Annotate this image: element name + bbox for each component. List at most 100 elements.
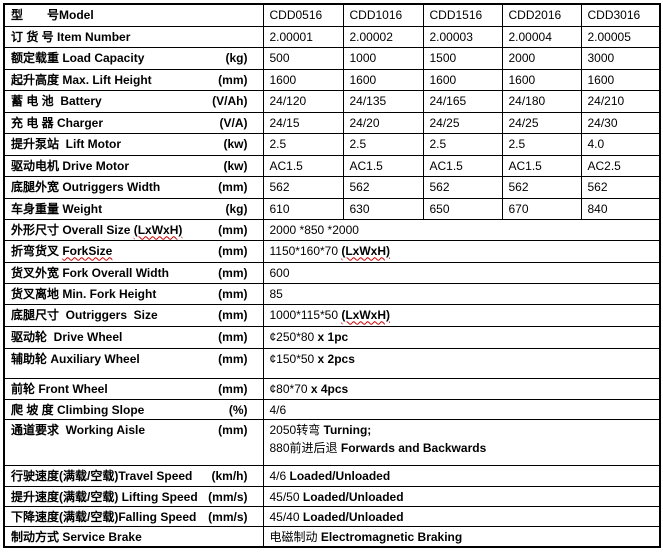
unit-label: (V/A) (219, 115, 248, 130)
row-label: 通道要求 Working Aisle (11, 422, 146, 437)
spellcheck-wavy-text: (LxWxH) (341, 243, 391, 258)
value-cell: 1600 (501, 68, 582, 91)
model-cell: CDD1516 (422, 3, 503, 27)
spec-table: 型 号Model CDD0516 CDD1016 CDD1516 CDD2016… (3, 3, 661, 548)
row-label: 货叉离地 Min. Fork Height (11, 286, 157, 301)
table-row-lifting-speed: 提升速度(满载/空载) Lifting Speed (mm/s) 45/50 Lo… (3, 485, 661, 507)
row-label: 辅助轮 Auxiliary Wheel (11, 351, 140, 366)
row-label: 车身重量 Weight (11, 201, 103, 216)
unit-label: (%) (228, 402, 248, 417)
model-cell: CDD2016 (501, 3, 582, 27)
table-row-falling-speed: 下降速度(满载/空载)Falling Speed (mm/s) 45/40 Loa… (3, 505, 661, 527)
value-cell: 24/120 (262, 89, 344, 113)
value-cell: 2.5 (422, 132, 503, 156)
merged-value-cell: 2000 *850 *2000 (262, 218, 661, 241)
unit-label: (V/Ah) (212, 93, 248, 108)
unit-label: (mm) (218, 179, 248, 194)
label-cell: 货叉离地 Min. Fork Height (mm) (3, 282, 264, 305)
unit-label: (mm) (218, 351, 248, 366)
row-label: 折弯货叉 ForkSize (11, 243, 113, 258)
row-label: 下降速度(满载/空载)Falling Speed (11, 509, 197, 524)
value-cell: 562 (262, 175, 344, 199)
table-row-lift-height: 起升高度 Max. Lift Height (mm) 1600 1600 1600… (3, 68, 661, 91)
value-cell: 562 (501, 175, 582, 199)
label-cell: 起升高度 Max. Lift Height (mm) (3, 68, 264, 91)
row-label: 订 货 号 Item Number (11, 29, 131, 44)
label-cell: 货叉外宽 Fork Overall Width (mm) (3, 261, 264, 284)
table-row-weight: 车身重量 Weight (kg) 610 630 650 670 840 (3, 197, 661, 220)
label-cell: 提升速度(满载/空载) Lifting Speed (mm/s) (3, 485, 264, 507)
row-label: 制动方式 Service Brake (11, 529, 142, 544)
label-cell: 充 电 器 Charger (V/A) (3, 111, 264, 134)
model-cell: CDD3016 (580, 3, 661, 27)
label-cell: 爬 坡 度 Climbing Slope (%) (3, 398, 264, 420)
table-row-front-wheel: 前轮 Front Wheel (mm) ¢80*70 x 4pcs (3, 377, 661, 400)
row-label: 型 号Model (11, 8, 94, 22)
value-cell: 4.0 (580, 132, 661, 156)
merged-value-cell: 2050转弯 Turning; 880前进后退 Forwards and Bac… (262, 418, 661, 466)
unit-label: (mm) (218, 222, 248, 237)
label-cell: 通道要求 Working Aisle (mm) (3, 418, 264, 466)
table-row-lift-motor: 提升泵站 Lift Motor (kw) 2.5 2.5 2.5 2.5 4.0 (3, 132, 661, 156)
unit-label: (kg) (225, 50, 248, 65)
label-cell: 蓄 电 池 Battery (V/Ah) (3, 89, 264, 113)
unit-label: (mm) (218, 286, 248, 301)
merged-value-cell: 45/40 Loaded/Unloaded (262, 505, 661, 527)
row-label: 外形尺寸 Overall Size (LxWxH) (11, 222, 183, 237)
label-cell: 前轮 Front Wheel (mm) (3, 377, 264, 400)
value-cell: 24/210 (580, 89, 661, 113)
row-label: 驱动电机 Drive Motor (11, 158, 130, 173)
value-cell: 562 (580, 175, 661, 199)
value-cell: 24/25 (501, 111, 582, 134)
value-cell: 2.00001 (262, 25, 344, 48)
label-cell: 行驶速度(满载/空载)Travel Speed (km/h) (3, 464, 264, 487)
value-cell: 2.00002 (342, 25, 424, 48)
label-cell: 折弯货叉 ForkSize (mm) (3, 239, 264, 263)
merged-value-cell: 600 (262, 261, 661, 284)
value-cell: 2.00003 (422, 25, 503, 48)
model-cell: CDD1016 (342, 3, 424, 27)
unit-label: (mm) (218, 307, 248, 322)
value-cell: 562 (422, 175, 503, 199)
unit-label: (mm) (218, 243, 248, 258)
unit-label: (mm) (218, 422, 248, 437)
value-cell: AC1.5 (501, 154, 582, 177)
table-row-fork-size: 折弯货叉 ForkSize (mm) 1150*160*70 (LxWxH) (3, 239, 661, 263)
value-cell: AC2.5 (580, 154, 661, 177)
label-cell: 外形尺寸 Overall Size (LxWxH) (mm) (3, 218, 264, 241)
merged-value-cell: ¢80*70 x 4pcs (262, 377, 661, 400)
value-cell: 24/20 (342, 111, 424, 134)
table-row-overall-size: 外形尺寸 Overall Size (LxWxH) (mm) 2000 *850 … (3, 218, 661, 241)
working-aisle-line-2: 880前进后退 Forwards and Backwards (269, 440, 487, 455)
unit-label: (mm) (218, 72, 248, 87)
row-label: 底腿外宽 Outriggers Width (11, 179, 161, 194)
spellcheck-wavy-text: ForkSize (62, 243, 113, 258)
label-cell: 底腿尺寸 Outriggers Size (mm) (3, 303, 264, 327)
label-cell: 额定载重 Load Capacity (kg) (3, 46, 264, 70)
merged-value-cell: 4/6 (262, 398, 661, 420)
merged-value-cell: 电磁制动 Electromagnetic Braking (262, 525, 661, 548)
label-cell: 驱动电机 Drive Motor (kw) (3, 154, 264, 177)
value-cell: 1600 (262, 68, 344, 91)
table-row-outriggers-size: 底腿尺寸 Outriggers Size (mm) 1000*115*50 (Lx… (3, 303, 661, 327)
value-cell: 2.5 (262, 132, 344, 156)
value-cell: 1000 (342, 46, 424, 70)
label-cell: 车身重量 Weight (kg) (3, 197, 264, 220)
unit-label: (mm) (218, 265, 248, 280)
table-row-working-aisle: 通道要求 Working Aisle (mm) 2050转弯 Turning; 8… (3, 418, 661, 466)
row-label: 前轮 Front Wheel (11, 381, 108, 396)
label-cell: 底腿外宽 Outriggers Width (mm) (3, 175, 264, 199)
value-cell: 2.5 (501, 132, 582, 156)
label-cell: 型 号Model (3, 3, 264, 27)
table-row-load-capacity: 额定载重 Load Capacity (kg) 500 1000 1500 200… (3, 46, 661, 70)
merged-value-cell: 1150*160*70 (LxWxH) (262, 239, 661, 263)
unit-label: (mm) (218, 329, 248, 344)
spellcheck-wavy-text: (LxWxH) (133, 222, 183, 237)
value-cell: 670 (501, 197, 582, 220)
unit-label: (km/h) (211, 468, 248, 483)
table-row-auxiliary-wheel: 辅助轮 Auxiliary Wheel (mm) ¢150*50 x 2pcs (3, 347, 661, 379)
merged-value-cell: ¢150*50 x 2pcs (262, 347, 661, 379)
value-cell: 24/180 (501, 89, 582, 113)
table-row-drive-wheel: 驱动轮 Drive Wheel (mm) ¢250*80 x 1pc (3, 325, 661, 349)
value-cell: 2000 (501, 46, 582, 70)
